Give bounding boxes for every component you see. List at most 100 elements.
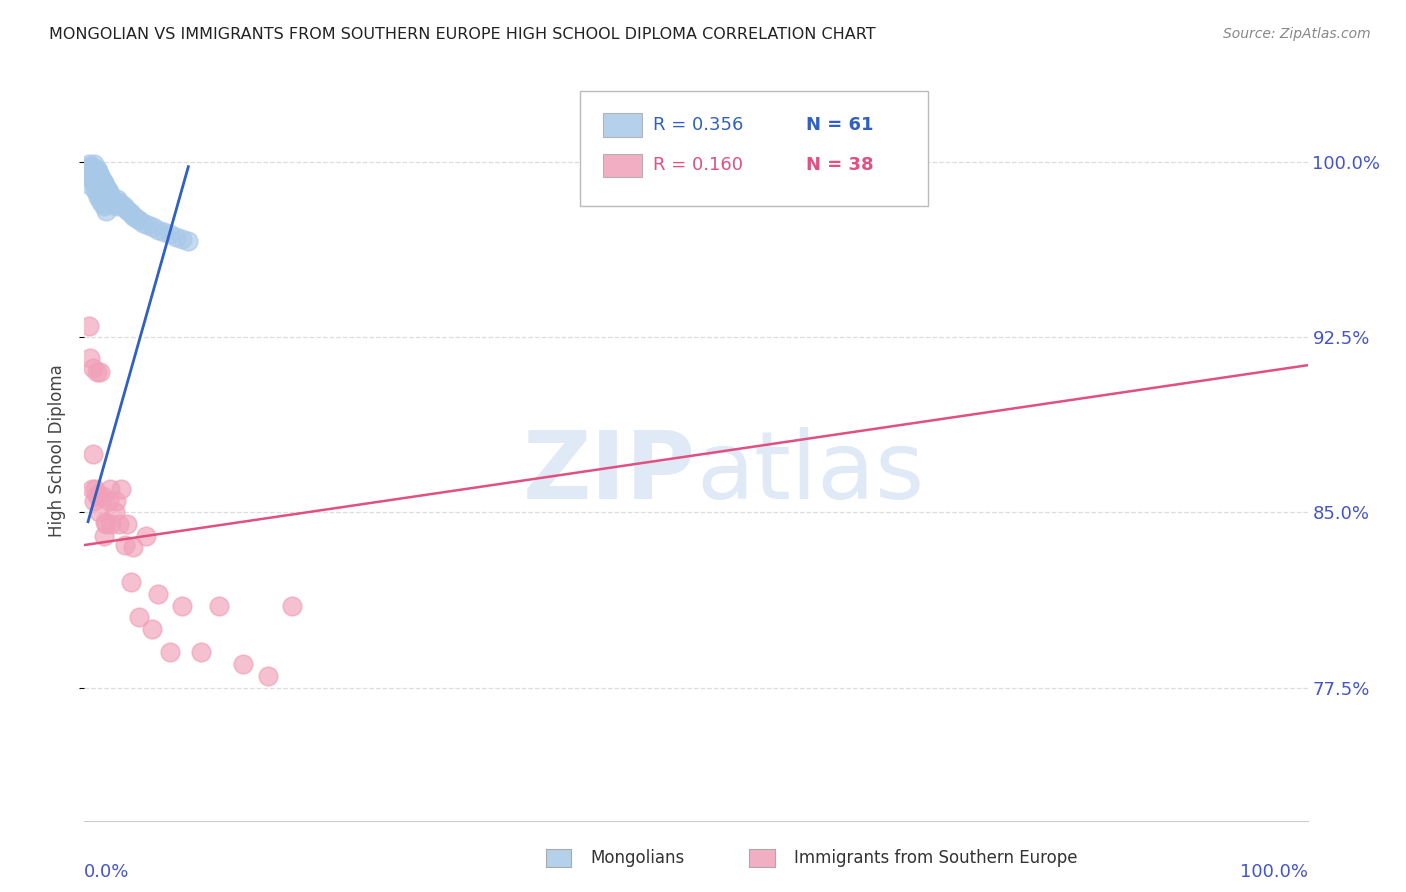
Point <box>120 575 142 590</box>
Point <box>96 516 118 531</box>
Point <box>96 204 118 219</box>
Point <box>136 218 159 232</box>
Point <box>122 209 145 223</box>
Point <box>100 190 122 204</box>
Point <box>125 211 148 225</box>
Point <box>89 193 111 207</box>
Point <box>91 174 114 188</box>
Point <box>105 193 128 207</box>
Point <box>80 482 103 496</box>
Point <box>82 161 104 176</box>
Text: Immigrants from Southern Europe: Immigrants from Southern Europe <box>794 849 1078 867</box>
Point <box>208 599 231 613</box>
Text: R = 0.160: R = 0.160 <box>654 156 744 175</box>
Point <box>77 160 100 174</box>
Point <box>84 183 107 197</box>
Point <box>159 645 181 659</box>
Point <box>79 171 101 186</box>
Point <box>146 587 169 601</box>
Point <box>146 223 169 237</box>
Point <box>93 176 115 190</box>
Point <box>80 169 103 183</box>
Point <box>120 206 142 220</box>
Point <box>86 186 108 200</box>
Point <box>89 169 111 183</box>
Point <box>94 515 117 529</box>
Point <box>103 194 125 209</box>
Point <box>90 171 112 186</box>
Point <box>79 178 101 193</box>
Point <box>177 235 200 249</box>
Point <box>153 225 176 239</box>
Point <box>98 482 121 496</box>
FancyBboxPatch shape <box>579 91 928 206</box>
Point <box>190 645 212 659</box>
Text: ZIP: ZIP <box>523 426 696 518</box>
Point <box>115 202 138 216</box>
Point <box>87 505 110 519</box>
Point <box>105 199 128 213</box>
Point <box>128 610 150 624</box>
Point <box>86 161 108 176</box>
Point <box>165 229 187 244</box>
Point <box>89 365 111 379</box>
Point <box>141 622 163 636</box>
Point <box>112 199 135 213</box>
Point <box>94 178 117 193</box>
Text: Source: ZipAtlas.com: Source: ZipAtlas.com <box>1223 27 1371 41</box>
Point <box>87 190 110 204</box>
Point <box>79 351 101 366</box>
Point <box>107 516 129 531</box>
Point <box>142 220 165 235</box>
Point <box>100 516 122 531</box>
Point <box>90 194 112 209</box>
Text: N = 38: N = 38 <box>806 156 873 175</box>
Point <box>97 183 120 197</box>
Point <box>83 167 105 181</box>
Point <box>87 486 110 500</box>
Text: 100.0%: 100.0% <box>1240 863 1308 880</box>
Point <box>97 493 120 508</box>
FancyBboxPatch shape <box>603 113 643 136</box>
Point <box>98 187 121 202</box>
Text: R = 0.356: R = 0.356 <box>654 116 744 134</box>
FancyBboxPatch shape <box>603 153 643 178</box>
Point <box>105 493 128 508</box>
Y-axis label: High School Diploma: High School Diploma <box>48 364 66 537</box>
Point <box>101 193 124 207</box>
Point <box>104 505 127 519</box>
Point <box>77 318 100 333</box>
Point <box>87 167 110 181</box>
Point <box>84 482 107 496</box>
Point <box>83 493 105 508</box>
Text: 0.0%: 0.0% <box>84 863 129 880</box>
Point <box>110 197 132 211</box>
Point <box>84 164 107 178</box>
Point <box>79 161 101 176</box>
Text: N = 61: N = 61 <box>806 116 873 134</box>
Point <box>172 232 194 246</box>
Text: atlas: atlas <box>696 426 924 518</box>
Point <box>91 197 114 211</box>
Point <box>77 164 100 178</box>
Point <box>86 365 108 379</box>
Point <box>104 197 127 211</box>
Point <box>86 171 108 186</box>
Point <box>83 176 105 190</box>
Point <box>87 176 110 190</box>
Point <box>110 482 132 496</box>
Point <box>128 213 150 227</box>
Point <box>91 489 114 503</box>
Point <box>86 489 108 503</box>
Point <box>117 204 139 219</box>
Point <box>232 657 254 672</box>
Point <box>96 180 118 194</box>
Point <box>82 360 104 375</box>
Point <box>93 529 115 543</box>
Point <box>172 599 194 613</box>
Point <box>82 174 104 188</box>
Point <box>80 160 103 174</box>
Text: MONGOLIAN VS IMMIGRANTS FROM SOUTHERN EUROPE HIGH SCHOOL DIPLOMA CORRELATION CHA: MONGOLIAN VS IMMIGRANTS FROM SOUTHERN EU… <box>49 27 876 42</box>
Point <box>93 199 115 213</box>
Point <box>132 216 155 230</box>
